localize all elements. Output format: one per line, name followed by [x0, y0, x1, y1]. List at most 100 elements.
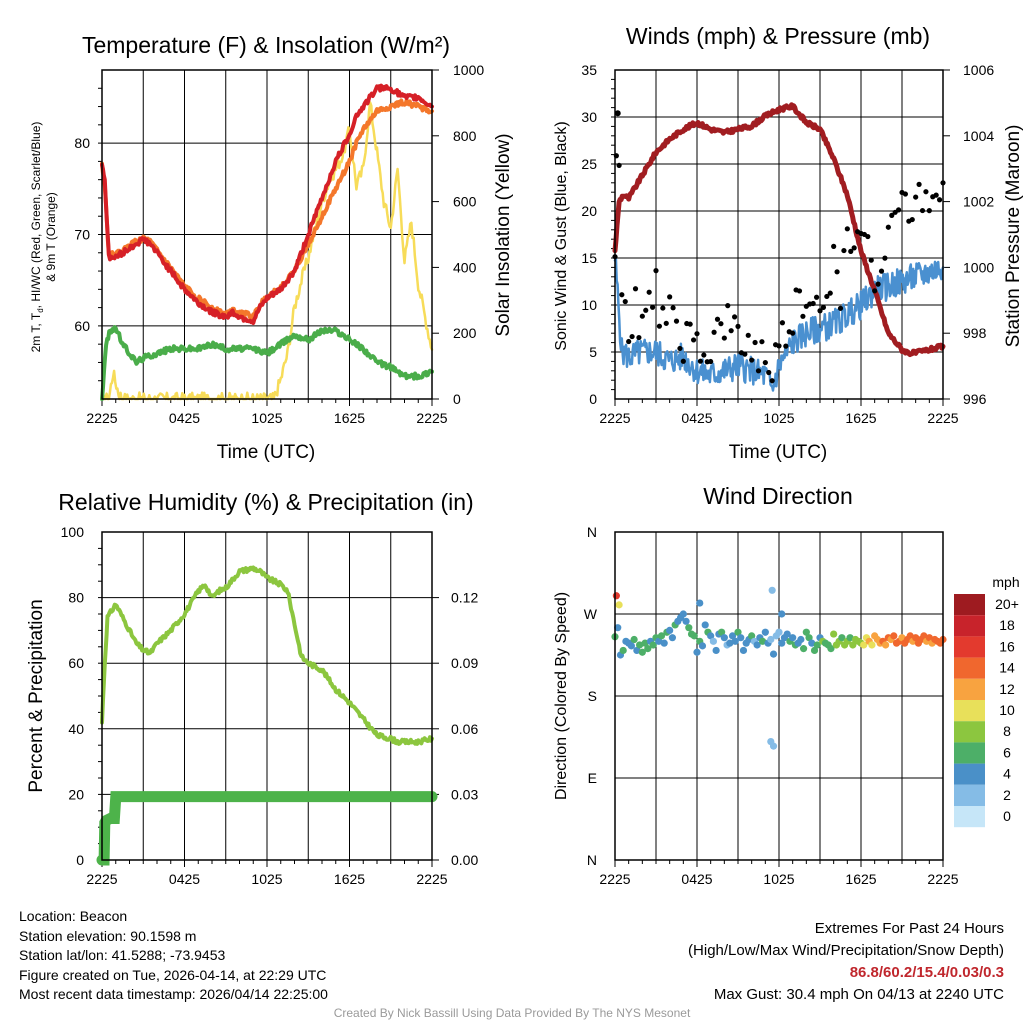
direction-point	[655, 637, 663, 645]
winds-ylabel-left: Sonic Wind & Gust (Blue, Black)	[553, 121, 570, 350]
direction-point	[912, 634, 920, 642]
speed-legend-label: 6	[1003, 744, 1011, 760]
wind-x-tick-label: 1025	[763, 410, 794, 426]
gust-point	[933, 192, 939, 198]
direction-point	[800, 645, 808, 653]
wind-x-tick-label: 0425	[681, 410, 712, 426]
station-location: Location: Beacon	[19, 908, 128, 924]
extremes-info: Extremes For Past 24 Hours (High/Low/Max…	[688, 918, 1004, 1006]
gust-point	[889, 212, 895, 218]
direction-point	[657, 632, 666, 640]
direction-point	[898, 634, 906, 642]
speed-legend-label: 14	[999, 660, 1015, 676]
speed-legend-label: 18	[999, 617, 1015, 633]
temp-series-dew	[100, 325, 434, 401]
direction-point	[627, 642, 636, 650]
temp-series-temp	[100, 83, 434, 325]
direction-panel: Wind Direction Direction (Colored By Spe…	[553, 483, 1020, 800]
direction-point	[849, 641, 857, 649]
direction-point	[802, 628, 810, 636]
gust-point	[697, 358, 704, 364]
pressure-y-tick-label: 1004	[963, 128, 994, 144]
gust-point	[865, 233, 871, 240]
gust-point	[783, 343, 789, 349]
gust-point	[923, 189, 929, 195]
wind-series-sonic	[613, 257, 945, 392]
wind-y-tick-label: 35	[581, 62, 597, 78]
temperature-ylabel-left: 2m T, Td, HI/WC (Red, Green, Scarlet/Blu…	[29, 122, 45, 353]
gust-point	[721, 335, 727, 341]
rh-series-humidity	[100, 565, 434, 746]
direction-point	[767, 635, 775, 644]
temp-x-tick-label: 2225	[416, 410, 447, 426]
speed-legend-swatch	[954, 721, 985, 743]
gust-point	[670, 305, 676, 311]
direction-point	[925, 634, 933, 642]
speed-legend-swatch	[954, 636, 985, 658]
direction-point	[868, 641, 876, 649]
direction-point	[838, 634, 846, 642]
gust-point	[629, 333, 635, 340]
gust-point	[878, 268, 885, 274]
gust-point	[755, 368, 762, 374]
gust-point	[779, 320, 786, 326]
gust-point	[766, 369, 772, 376]
precip-y-tick-label: 0.03	[451, 786, 478, 802]
gust-point	[718, 321, 724, 327]
direction-point	[768, 586, 776, 594]
direction-point	[720, 634, 728, 642]
gust-point	[841, 247, 847, 254]
extremes-title: Extremes For Past 24 Hours	[814, 920, 1004, 937]
speed-legend-label: 10	[999, 702, 1015, 718]
precip-y-tick-label: 0.09	[451, 655, 478, 671]
gust-point	[660, 305, 666, 311]
gust-point	[677, 345, 683, 352]
dir-y-tick-label: W	[584, 606, 598, 622]
speed-legend-swatch	[954, 615, 985, 637]
gust-point	[687, 321, 693, 327]
solar-y-tick-label: 600	[453, 194, 477, 210]
gust-point	[619, 292, 625, 298]
gust-point	[810, 300, 816, 307]
dir-x-tick-label: 2225	[599, 871, 630, 887]
speed-legend-swatch	[954, 742, 985, 764]
gust-point	[913, 194, 919, 200]
gust-point	[759, 339, 765, 345]
gust-point	[882, 255, 888, 261]
direction-point	[679, 610, 687, 618]
direction-point	[701, 621, 709, 629]
pressure-y-tick-label: 996	[963, 391, 987, 407]
gust-point	[885, 224, 891, 230]
dir-y-tick-label: S	[588, 688, 597, 704]
direction-point	[726, 639, 734, 647]
direction-point	[769, 650, 778, 658]
direction-point	[920, 632, 928, 640]
humidity-ylabel-left: Percent & Precipitation	[26, 599, 47, 792]
direction-point	[696, 599, 704, 607]
direction-ylabel-left: Direction (Colored By Speed)	[553, 592, 570, 800]
speed-legend-swatch	[954, 678, 985, 700]
temperature-xlabel: Time (UTC)	[217, 442, 316, 463]
gust-point	[919, 207, 926, 214]
direction-point	[633, 646, 641, 655]
gust-point	[622, 298, 628, 305]
direction-point	[649, 641, 657, 649]
speed-legend-label: 2	[1003, 787, 1011, 803]
wind-plot-frame	[614, 69, 944, 400]
dir-y-tick-label: N	[587, 524, 597, 540]
gust-point	[790, 330, 796, 336]
direction-point	[636, 641, 644, 649]
rh-x-tick-label: 2225	[416, 871, 447, 887]
gust-point	[936, 197, 943, 203]
direction-point	[614, 624, 622, 632]
speed-legend-swatch	[954, 594, 985, 616]
gust-point	[673, 318, 680, 324]
direction-point	[619, 646, 627, 655]
gust-point	[701, 352, 707, 358]
temp-axes: 2225 0425 1025 1625 222560708002004006008001…	[74, 62, 484, 426]
gust-point	[742, 351, 748, 357]
precip-y-tick-label: 0.12	[451, 590, 478, 606]
temp-y-tick-label: 60	[74, 318, 90, 334]
direction-point	[748, 632, 756, 640]
